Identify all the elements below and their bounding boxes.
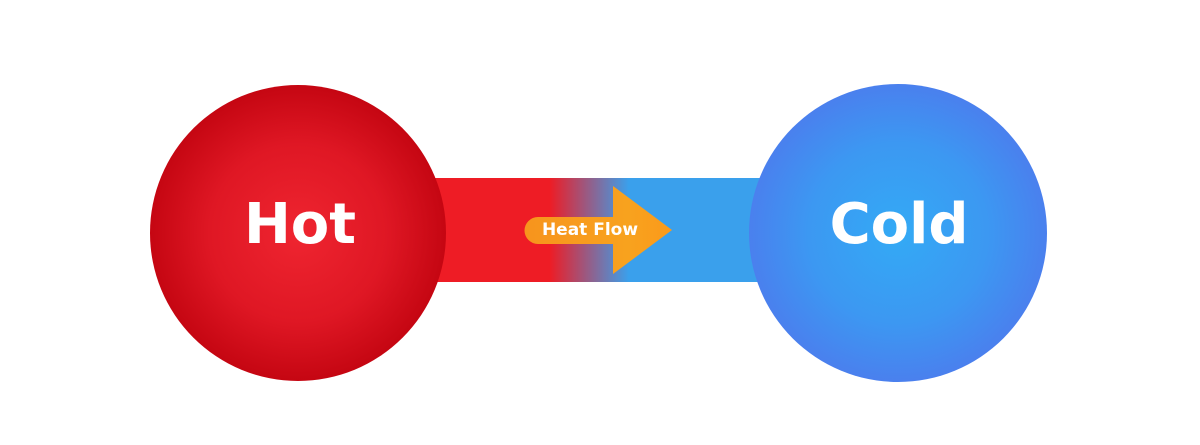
cold-label: Cold <box>829 192 969 257</box>
hot-circle <box>150 85 446 381</box>
heat-flow-label: Heat Flow <box>541 220 639 240</box>
hot-label: Hot <box>243 192 357 257</box>
heat-flow-arrow <box>524 186 672 274</box>
cold-circle <box>749 84 1047 382</box>
